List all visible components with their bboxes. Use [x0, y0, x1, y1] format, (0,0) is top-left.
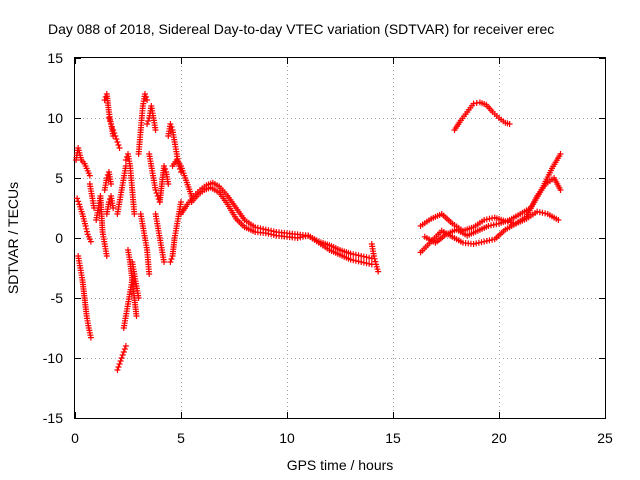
data-point: [122, 157, 129, 163]
data-point: [152, 127, 159, 133]
data-point: [121, 346, 128, 352]
y-tick-label: 10: [47, 110, 63, 126]
data-point: [178, 199, 184, 205]
y-tick-label: 15: [47, 50, 63, 66]
data-point: [109, 124, 116, 130]
data-point: [557, 151, 564, 157]
data-point: [555, 217, 562, 223]
data-point: [105, 115, 112, 121]
data-point: [144, 121, 151, 127]
data-point: [167, 259, 174, 265]
data-point: [165, 181, 172, 187]
data-point: [144, 97, 151, 103]
data-point: [161, 163, 168, 169]
data-point: [112, 133, 119, 139]
x-tick-label: 0: [71, 430, 79, 446]
data-point: [105, 199, 112, 205]
data-point: [557, 187, 564, 193]
data-point: [370, 253, 377, 259]
x-tick-label: 10: [279, 430, 295, 446]
data-point: [117, 358, 124, 364]
data-point: [152, 187, 159, 193]
data-point: [118, 355, 125, 361]
x-tick-label: 20: [491, 430, 507, 446]
data-point: [135, 295, 142, 301]
data-point: [133, 313, 140, 319]
data-point: [161, 259, 168, 265]
data-point: [372, 258, 379, 265]
plot-frame: [74, 57, 606, 419]
data-point: [119, 352, 126, 358]
x-tick-label: 25: [597, 430, 613, 446]
data-point: [103, 175, 110, 181]
data-point: [145, 118, 152, 124]
axis-ticks: 0 5 10 15 20 25 -15 -10 -5 0 5 10 15: [43, 50, 613, 446]
y-tick-label: 0: [55, 230, 63, 246]
data-point: [115, 142, 122, 148]
data-point: [116, 145, 123, 151]
data-point: [146, 271, 153, 277]
data-point: [115, 364, 122, 370]
data-point: [167, 121, 174, 127]
data-point: [116, 361, 123, 367]
data-point: [110, 127, 117, 133]
y-tick-label: -10: [43, 350, 63, 366]
data-point: [111, 130, 118, 136]
data-point: [122, 343, 129, 349]
data-points: [73, 91, 564, 373]
data-point: [103, 253, 110, 259]
y-tick-label: -15: [43, 410, 63, 426]
data-point: [87, 334, 94, 341]
data-point: [108, 121, 115, 127]
data-point: [74, 195, 81, 202]
data-point: [143, 94, 150, 100]
y-tick-label: 5: [55, 170, 63, 186]
data-point: [108, 181, 115, 187]
data-point: [113, 136, 120, 142]
data-point: [87, 238, 94, 245]
data-point: [114, 139, 121, 145]
data-point: [168, 256, 175, 262]
y-axis-label: SDTVAR / TECUs: [5, 182, 21, 294]
data-point: [375, 268, 382, 275]
data-point: [84, 228, 91, 235]
data-point: [168, 124, 175, 130]
x-axis-label: GPS time / hours: [287, 457, 394, 473]
chart-title: Day 088 of 2018, Sidereal Day-to-day VTE…: [48, 21, 554, 37]
data-point: [371, 255, 378, 262]
data-point: [506, 121, 513, 127]
data-point: [120, 349, 127, 355]
data-point: [75, 198, 82, 205]
data-point: [114, 367, 121, 373]
data-point: [106, 118, 113, 124]
data-point: [162, 166, 169, 172]
data-point: [82, 223, 89, 229]
x-tick-label: 5: [177, 430, 185, 446]
data-point: [83, 225, 90, 232]
data-point: [141, 91, 148, 97]
x-tick-label: 15: [385, 430, 401, 446]
data-point: [86, 172, 93, 179]
data-point: [131, 211, 138, 217]
y-tick-label: -5: [51, 290, 64, 306]
data-point: [110, 205, 117, 211]
